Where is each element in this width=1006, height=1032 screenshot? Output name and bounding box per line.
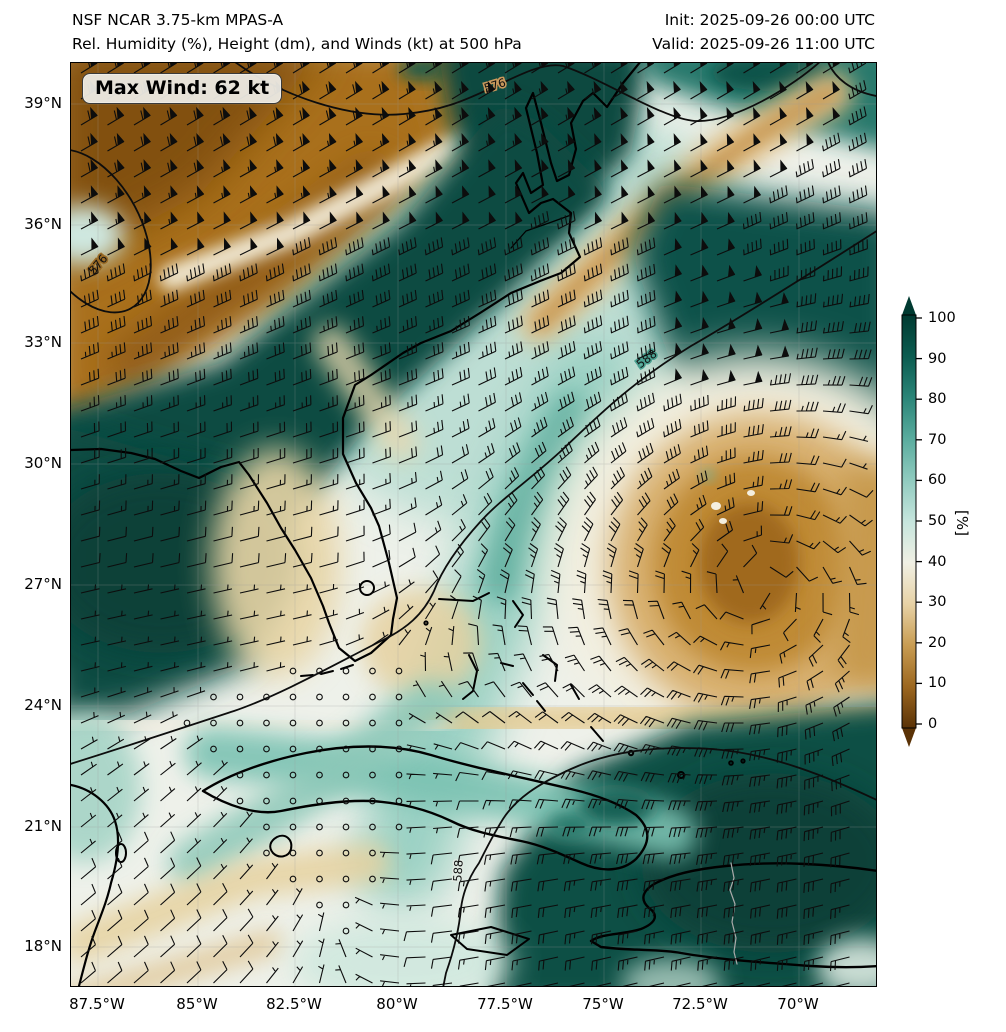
- x-tick-label: 82.5°W: [266, 995, 322, 1013]
- colorbar-tick-label: 10: [928, 675, 947, 692]
- colorbar-unit-label: [%]: [953, 510, 971, 536]
- x-tick-label: 72.5°W: [672, 995, 728, 1013]
- max-wind-badge: Max Wind: 62 kt: [82, 73, 283, 104]
- y-tick-label: 21°N: [24, 817, 62, 835]
- humidity-field-layer: [71, 63, 876, 986]
- x-tick-label: 70°W: [777, 995, 819, 1013]
- y-tick-label: 33°N: [24, 333, 62, 351]
- map-panel: 576 576 588 588 Max Wind: 62 kt: [70, 62, 877, 987]
- colorbar-tick-label: 80: [928, 391, 947, 408]
- model-title: NSF NCAR 3.75-km MPAS-A: [72, 11, 284, 29]
- field-title: Rel. Humidity (%), Height (dm), and Wind…: [72, 35, 522, 54]
- x-tick-label: 80°W: [376, 995, 418, 1013]
- colorbar-tick-label: 50: [928, 513, 947, 529]
- y-tick-label: 27°N: [24, 575, 62, 593]
- title-block-left: NSF NCAR 3.75-km MPAS-A Rel. Humidity (%…: [72, 8, 522, 56]
- contour-label: 588: [450, 859, 465, 882]
- colorbar-tick-label: 30: [928, 594, 947, 611]
- x-tick-label: 75°W: [582, 995, 624, 1013]
- y-tick-label: 18°N: [24, 937, 62, 955]
- y-tick-label: 36°N: [24, 215, 62, 233]
- colorbar-tick-label: 60: [928, 472, 947, 489]
- y-tick-label: 24°N: [24, 696, 62, 714]
- colorbar-tick-label: 0: [928, 716, 938, 732]
- x-tick-label: 77.5°W: [477, 995, 533, 1013]
- colorbar-tick-label: 90: [928, 350, 947, 367]
- colorbar-tick-label: 40: [928, 553, 947, 570]
- colorbar-tick-label: 20: [928, 634, 947, 651]
- height-contours-layer: [71, 63, 876, 986]
- init-time: Init: 2025-09-26 00:00 UTC: [664, 11, 875, 29]
- y-tick-label: 30°N: [24, 454, 62, 472]
- valid-time: Valid: 2025-09-26 11:00 UTC: [652, 35, 875, 54]
- colorbar-svg: [901, 296, 922, 747]
- x-tick-label: 87.5°W: [69, 995, 125, 1013]
- colorbar-tick-label: 70: [928, 431, 947, 448]
- title-block-right: Init: 2025-09-26 00:00 UTC Valid: 2025-0…: [652, 8, 875, 56]
- y-tick-label: 39°N: [24, 94, 62, 112]
- x-tick-label: 85°W: [176, 995, 218, 1013]
- colorbar-tick-label: 100: [928, 310, 956, 326]
